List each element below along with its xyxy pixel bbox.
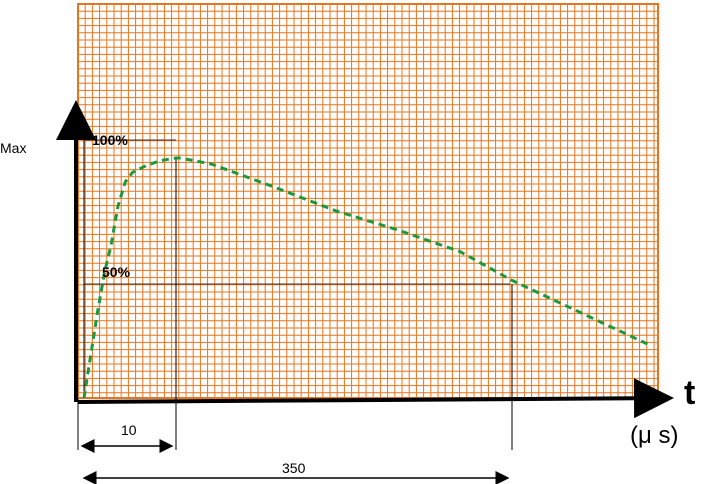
y-tick-50: 50%	[102, 264, 131, 280]
y-axis-label: Max	[0, 140, 26, 156]
dimension-350-label: 350	[282, 460, 306, 476]
y-tick-100: 100%	[92, 132, 128, 148]
grid-border	[77, 3, 659, 399]
x-unit-label: (μ s)	[630, 422, 678, 449]
x-axis-label: t	[684, 374, 695, 412]
dimension-10-label: 10	[121, 422, 137, 438]
grid	[78, 4, 658, 398]
x-axis	[77, 378, 674, 419]
series-line	[82, 156, 651, 399]
